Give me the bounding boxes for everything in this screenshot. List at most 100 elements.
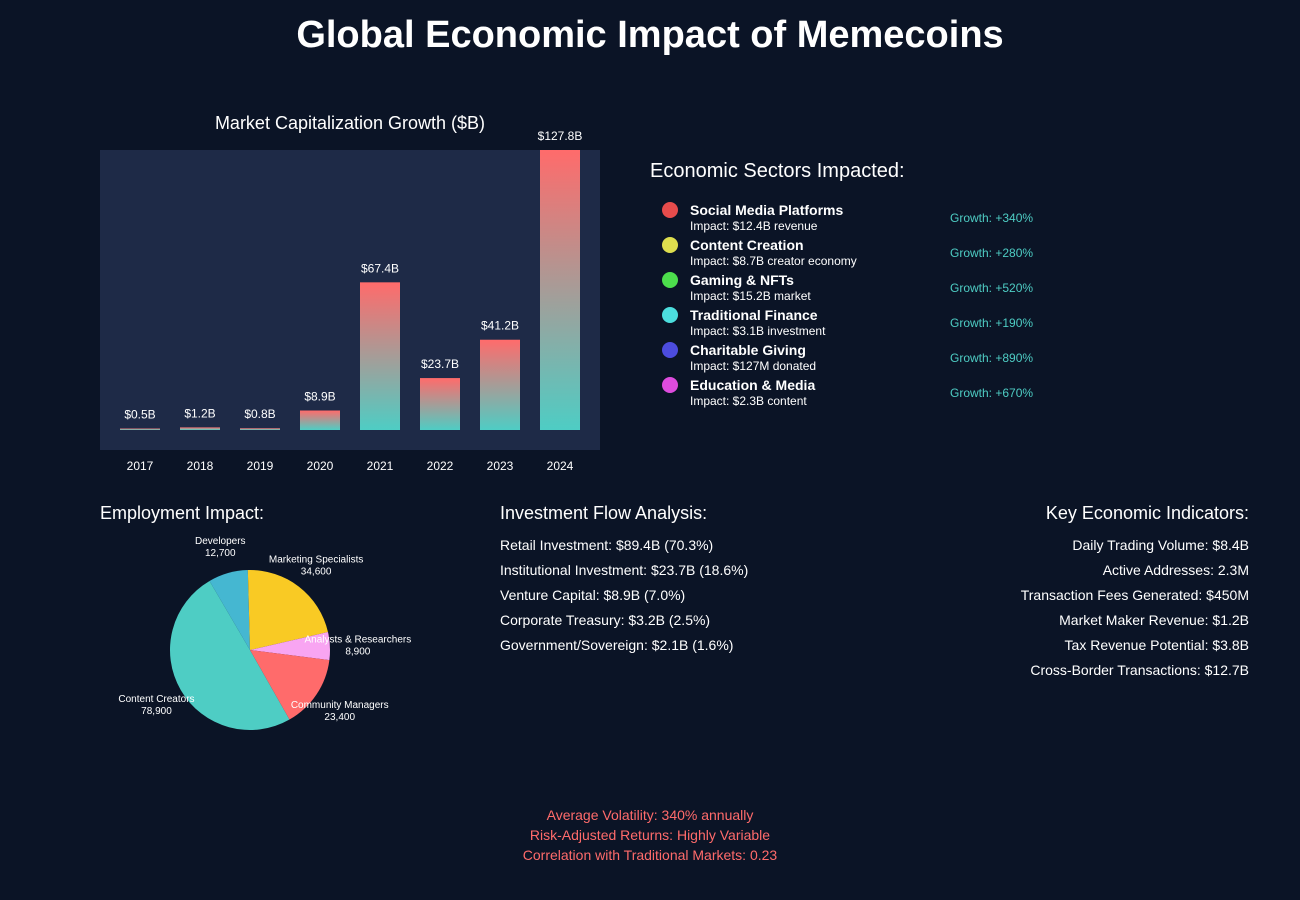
- bars-group: $0.5B 2017 $1.2B 2018 $0.8B 2019 $8.9B 2020 $67.…: [120, 129, 582, 473]
- x-tick-label: 2021: [367, 459, 394, 473]
- pie-slice-label: Analysts & Researchers: [305, 635, 412, 646]
- sector-color-dot-icon: [662, 342, 678, 358]
- bar-value-label: $1.2B: [184, 406, 215, 420]
- sector-item: Social Media Platforms Impact: $12.4B rev…: [660, 200, 1080, 235]
- x-tick-label: 2024: [547, 459, 574, 473]
- indicator-item: Tax Revenue Potential: $3.8B: [1064, 637, 1249, 653]
- sector-impact: Impact: $127M donated: [690, 359, 817, 373]
- pie-slices: [170, 570, 330, 730]
- bar-value-label: $67.4B: [361, 261, 399, 275]
- pie-slice-value: 34,600: [301, 567, 332, 578]
- pie-slice: [170, 580, 290, 730]
- sector-color-dot-icon: [662, 272, 678, 288]
- bar-value-label: $0.8B: [244, 407, 275, 421]
- bar-2024: [540, 150, 580, 430]
- sector-name: Charitable Giving: [690, 342, 806, 358]
- sector-growth: Growth: +280%: [950, 246, 1034, 260]
- indicators-title: Key Economic Indicators:: [1045, 503, 1249, 523]
- indicator-item: Market Maker Revenue: $1.2B: [1059, 612, 1249, 628]
- investment-item: Retail Investment: $89.4B (70.3%): [500, 537, 714, 553]
- sector-impact: Impact: $3.1B investment: [690, 324, 826, 338]
- bar-2018: [180, 427, 220, 430]
- bar-2019: [240, 428, 280, 430]
- pie-slice-value: 12,700: [205, 548, 236, 559]
- bar-chart-title: Market Capitalization Growth ($B): [214, 113, 486, 133]
- bar-value-label: $127.8B: [538, 129, 583, 143]
- sector-growth: Growth: +190%: [950, 316, 1034, 330]
- bar-2020: [300, 410, 340, 430]
- bar-value-label: $41.2B: [481, 319, 519, 333]
- pie-slice-label: Developers: [195, 536, 246, 547]
- sector-item: Traditional Finance Impact: $3.1B investm…: [660, 305, 1080, 340]
- indicators-list: Daily Trading Volume: $8.4B Active Addres…: [1021, 536, 1249, 686]
- bar-value-label: $23.7B: [421, 357, 459, 371]
- sector-growth: Growth: +340%: [950, 211, 1034, 225]
- indicator-item: Daily Trading Volume: $8.4B: [1072, 537, 1249, 553]
- footer-stats: Average Volatility: 340% annually Risk-A…: [0, 806, 1300, 866]
- x-tick-label: 2019: [247, 459, 274, 473]
- indicator-item: Transaction Fees Generated: $450M: [1020, 587, 1249, 603]
- footer-correlation: Correlation with Traditional Markets: 0.…: [522, 847, 778, 863]
- investment-item: Government/Sovereign: $2.1B (1.6%): [500, 637, 734, 653]
- pie-slice: [209, 570, 250, 650]
- bar-2017: [120, 428, 160, 430]
- pie-slice: [247, 570, 328, 650]
- bar-2023: [480, 339, 520, 430]
- bar-value-label: $0.5B: [124, 408, 155, 422]
- x-tick-label: 2023: [487, 459, 514, 473]
- sector-impact: Impact: $15.2B market: [690, 289, 811, 303]
- sector-color-dot-icon: [662, 237, 678, 253]
- investment-title: Investment Flow Analysis:: [500, 503, 708, 523]
- sector-name: Social Media Platforms: [690, 202, 844, 218]
- sectors-title: Economic Sectors Impacted:: [650, 160, 905, 182]
- investment-list: Retail Investment: $89.4B (70.3%) Institu…: [500, 536, 748, 661]
- bar-2021: [360, 282, 400, 430]
- pie-slice-value: 78,900: [141, 706, 172, 717]
- page-title: Global Economic Impact of Memecoins: [296, 14, 1004, 56]
- sector-name: Education & Media: [690, 377, 816, 393]
- sector-color-dot-icon: [662, 307, 678, 323]
- indicator-item: Active Addresses: 2.3M: [1102, 562, 1249, 578]
- pie-slice-label: Content Creators: [118, 694, 194, 705]
- sector-item: Education & Media Impact: $2.3B content Gr…: [660, 375, 1080, 410]
- sector-name: Traditional Finance: [690, 307, 818, 323]
- sector-name: Gaming & NFTs: [690, 272, 794, 288]
- pie-slice-label: Community Managers: [291, 700, 389, 711]
- sector-impact: Impact: $2.3B content: [690, 394, 807, 408]
- sector-color-dot-icon: [662, 377, 678, 393]
- sector-item: Gaming & NFTs Impact: $15.2B market Growth…: [660, 270, 1080, 305]
- x-tick-label: 2018: [187, 459, 214, 473]
- sector-item: Content Creation Impact: $8.7B creator ec…: [660, 235, 1080, 270]
- pie-slice-label: Marketing Specialists: [269, 555, 363, 566]
- sector-impact: Impact: $12.4B revenue: [690, 219, 818, 233]
- employment-title: Employment Impact:: [100, 503, 265, 523]
- pie-slice: [250, 650, 330, 720]
- market-cap-bar-chart: $0.5B 2017 $1.2B 2018 $0.8B 2019 $8.9B 2020 $67.…: [100, 129, 600, 473]
- indicator-item: Cross-Border Transactions: $12.7B: [1030, 662, 1249, 678]
- sector-color-dot-icon: [662, 202, 678, 218]
- investment-item: Venture Capital: $8.9B (7.0%): [500, 587, 686, 603]
- x-tick-label: 2017: [127, 459, 154, 473]
- footer-returns: Risk-Adjusted Returns: Highly Variable: [529, 827, 771, 843]
- bar-value-label: $8.9B: [304, 390, 335, 404]
- sector-name: Content Creation: [690, 237, 804, 253]
- pie-slice-value: 8,900: [345, 647, 370, 658]
- investment-item: Institutional Investment: $23.7B (18.6%): [500, 562, 749, 578]
- footer-volatility: Average Volatility: 340% annually: [546, 807, 754, 823]
- sector-list: Social Media Platforms Impact: $12.4B rev…: [660, 200, 1080, 410]
- bar-2022: [420, 378, 460, 430]
- sector-growth: Growth: +670%: [950, 386, 1034, 400]
- x-tick-label: 2022: [427, 459, 454, 473]
- sector-item: Charitable Giving Impact: $127M donated Gr…: [660, 340, 1080, 375]
- sector-growth: Growth: +890%: [950, 351, 1034, 365]
- investment-item: Corporate Treasury: $3.2B (2.5%): [500, 612, 711, 628]
- pie-slice: [250, 632, 330, 661]
- sector-impact: Impact: $8.7B creator economy: [690, 254, 857, 268]
- pie-slice-value: 23,400: [324, 712, 355, 723]
- bar-chart-plot-area: [100, 150, 600, 450]
- sector-growth: Growth: +520%: [950, 281, 1034, 295]
- x-tick-label: 2020: [307, 459, 334, 473]
